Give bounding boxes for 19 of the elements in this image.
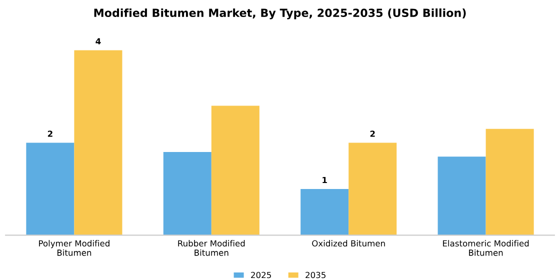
legend-label: 2025 — [251, 272, 271, 278]
bar — [348, 142, 397, 236]
bar — [26, 142, 74, 236]
bar — [74, 50, 122, 236]
data-label: 1 — [322, 176, 327, 184]
bar — [211, 106, 260, 236]
x-tick-label: Rubber Modified Bitumen — [178, 240, 245, 256]
data-label: 4 — [96, 38, 101, 44]
bar — [438, 156, 486, 236]
data-label: 2 — [48, 130, 52, 137]
x-tick-label: Polymer Modified Bitumen — [39, 240, 110, 256]
x-tick-label: Oxidized Bitumen — [312, 240, 385, 247]
x-tick-label: Elastomeric Modified Bitumen — [443, 240, 529, 256]
bar — [300, 188, 349, 236]
data-label: 2 — [370, 130, 375, 137]
bar — [486, 128, 534, 236]
bar — [163, 152, 212, 236]
chart-title: Modified Bitumen Market, By Type, 2025-2035 (USD Billion) — [94, 8, 466, 20]
legend-label: 2035 — [306, 272, 326, 278]
